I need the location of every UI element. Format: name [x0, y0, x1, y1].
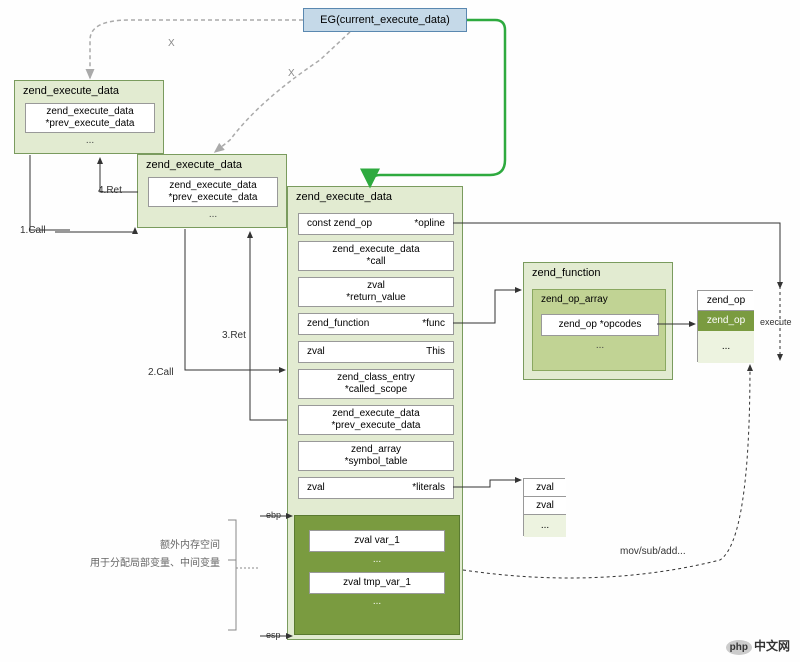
logo: php中文网	[726, 637, 790, 654]
oparr-0: zend_op	[698, 291, 754, 311]
label-ebp: ebp	[266, 510, 281, 520]
zed3-f2-l: zval	[367, 280, 385, 292]
zed1: zend_execute_data zend_execute_data *pre…	[14, 80, 164, 154]
label-mov: mov/sub/add...	[620, 546, 686, 557]
label-ret4: 4.Ret	[98, 185, 122, 196]
zfunc-inner-title: zend_op_array	[533, 290, 665, 307]
label-execute: execute	[760, 317, 792, 327]
zfunc-dots: ...	[541, 340, 659, 351]
zed3-f0: const zend_op *opline	[298, 213, 454, 235]
note-line2: 用于分配局部变量、中间变量	[40, 554, 220, 569]
zed3-var2: zval tmp_var_1	[309, 572, 445, 594]
zed3-f5: zend_class_entry *called_scope	[298, 369, 454, 399]
zed3-f3-l: zend_function	[307, 318, 369, 330]
zed3-f4-l: zval	[307, 346, 325, 358]
zed2-f1: zend_execute_data	[169, 180, 256, 192]
label-x1: X	[168, 38, 175, 49]
zed3-f6-r: *prev_execute_data	[332, 420, 421, 432]
zval-1: zval	[524, 497, 566, 515]
zed1-title: zend_execute_data	[15, 81, 163, 99]
zed3-f1: zend_execute_data *call	[298, 241, 454, 271]
zed1-dots: ...	[25, 135, 155, 146]
label-esp: esp	[266, 630, 281, 640]
zed2-dots: ...	[148, 209, 278, 220]
zed3-f8: zval *literals	[298, 477, 454, 499]
zed3-title: zend_execute_data	[288, 187, 462, 205]
zed3-f8-l: zval	[307, 482, 325, 494]
zed3-f0-r: *opline	[414, 218, 445, 230]
zed3-f5-l: zend_class_entry	[337, 372, 415, 384]
zed3-f7-l: zend_array	[351, 444, 401, 456]
oparr-1: zend_op	[698, 311, 754, 332]
zfunc-field: zend_op *opcodes	[541, 314, 659, 336]
zed3-var-section: zval var_1 ... zval tmp_var_1 ...	[294, 515, 460, 635]
zed2-title: zend_execute_data	[138, 155, 286, 173]
note-line1: 额外内存空间	[70, 536, 220, 551]
label-x2: X	[288, 68, 295, 79]
zval-2: ...	[524, 515, 566, 537]
zval-0: zval	[524, 479, 566, 497]
zed3-var-dots2: ...	[309, 596, 445, 607]
zed3-f7-r: *symbol_table	[345, 456, 408, 468]
zed3-f3-r: *func	[422, 318, 445, 330]
zed3-var1: zval var_1	[309, 530, 445, 552]
zed3-f6-l: zend_execute_data	[332, 408, 419, 420]
zed3-var-dots1: ...	[309, 554, 445, 565]
logo-text: 中文网	[754, 639, 790, 653]
zed3-f7: zend_array *symbol_table	[298, 441, 454, 471]
zed2: zend_execute_data zend_execute_data *pre…	[137, 154, 287, 228]
label-call1: 1.Call	[20, 225, 46, 236]
zed3: zend_execute_data const zend_op *opline …	[287, 186, 463, 640]
zed3-f1-l: zend_execute_data	[332, 244, 419, 256]
label-call2: 2.Call	[148, 367, 174, 378]
zed2-f2: *prev_execute_data	[169, 192, 258, 204]
zed3-f6: zend_execute_data *prev_execute_data	[298, 405, 454, 435]
zed3-f4-r: This	[426, 346, 445, 358]
zfunc-inner: zend_op_array zend_op *opcodes ...	[532, 289, 666, 371]
eg-box: EG(current_execute_data)	[303, 8, 467, 32]
oparr: zend_op zend_op ...	[697, 290, 753, 362]
zed1-f2: *prev_execute_data	[46, 118, 135, 130]
zed2-field: zend_execute_data *prev_execute_data	[148, 177, 278, 207]
zed1-f1: zend_execute_data	[46, 106, 133, 118]
zfunc-title: zend_function	[524, 263, 672, 281]
zed3-f2-r: *return_value	[346, 292, 405, 304]
zed3-f3: zend_function *func	[298, 313, 454, 335]
zed3-f0-l: const zend_op	[307, 218, 372, 230]
zed3-f2: zval *return_value	[298, 277, 454, 307]
zfunc: zend_function zend_op_array zend_op *opc…	[523, 262, 673, 380]
zed3-f1-r: *call	[367, 256, 386, 268]
label-ret3: 3.Ret	[222, 330, 246, 341]
zed3-f5-r: *called_scope	[345, 384, 407, 396]
zed3-f4: zval This	[298, 341, 454, 363]
zed1-field: zend_execute_data *prev_execute_data	[25, 103, 155, 133]
zed3-f8-r: *literals	[412, 482, 445, 494]
zvalarr: zval zval ...	[523, 478, 565, 536]
oparr-2: ...	[698, 331, 754, 363]
logo-php: php	[726, 640, 752, 655]
